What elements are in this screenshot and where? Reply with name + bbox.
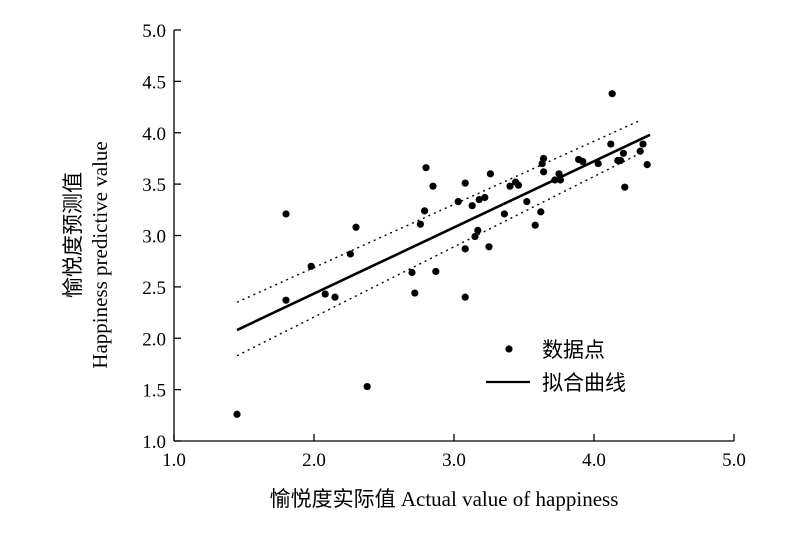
confidence-band-upper — [236, 119, 641, 303]
y-tick-label: 4.5 — [142, 72, 166, 93]
x-axis-title: 愉悦度实际值 Actual value of happiness — [270, 487, 619, 511]
data-point — [331, 293, 339, 301]
data-point — [500, 210, 508, 218]
data-point — [471, 232, 479, 241]
data-point — [523, 197, 531, 206]
fit-line — [236, 133, 651, 332]
x-tick-label: 4.0 — [582, 450, 606, 471]
data-point — [346, 250, 354, 258]
data-point — [621, 183, 629, 191]
y-tick-label: 4.0 — [142, 124, 166, 145]
data-point — [411, 289, 419, 297]
legend-marker-points — [505, 345, 513, 353]
data-point — [636, 147, 644, 155]
data-point — [408, 268, 416, 277]
data-point — [617, 156, 625, 165]
data-point — [429, 182, 437, 190]
data-point — [421, 207, 429, 215]
data-point — [454, 197, 462, 206]
y-axis-title-en: Happiness predictive value — [88, 141, 112, 368]
data-point — [579, 157, 587, 166]
data-point — [461, 179, 469, 187]
data-point — [514, 181, 523, 189]
data-point — [307, 262, 315, 270]
data-point — [540, 154, 548, 163]
data-marks — [233, 90, 651, 418]
data-point — [352, 223, 360, 231]
legend: 数据点 拟合曲线 — [486, 338, 626, 395]
confidence-band-lower — [236, 152, 641, 357]
data-point — [416, 220, 424, 228]
data-point — [461, 245, 469, 253]
data-point — [608, 90, 616, 98]
data-point — [481, 193, 489, 202]
data-point — [422, 164, 430, 172]
data-point — [321, 290, 329, 298]
y-tick-label: 3.0 — [142, 227, 166, 248]
data-point — [485, 243, 493, 251]
y-axis-title-cn: 愉悦度预测值 — [61, 172, 85, 298]
data-point — [607, 140, 615, 148]
axes — [173, 29, 735, 442]
data-point — [643, 161, 651, 169]
data-point — [468, 202, 476, 210]
data-point — [475, 195, 483, 204]
x-tick-label: 3.0 — [442, 450, 466, 471]
y-tick-label: 3.5 — [142, 175, 166, 196]
data-point — [282, 296, 290, 304]
y-tick-label: 2.5 — [142, 278, 166, 299]
data-point — [531, 221, 539, 229]
data-point — [537, 208, 545, 216]
y-tick-label: 5.0 — [142, 21, 166, 42]
data-point — [486, 170, 494, 178]
data-point — [540, 168, 548, 176]
legend-label-points: 数据点 — [542, 338, 605, 362]
y-tick-label: 1.5 — [142, 381, 166, 402]
data-point — [233, 410, 241, 418]
data-point — [594, 159, 602, 168]
legend-label-fit-line: 拟合曲线 — [542, 371, 626, 395]
y-tick-label: 2.0 — [142, 329, 166, 350]
x-tick-label: 2.0 — [302, 450, 326, 471]
tick-labels: 1.0 2.0 3.0 4.0 5.0 1.0 1.5 2.0 2.5 3.0 3.5 4.0 4.5 5… — [142, 21, 746, 471]
data-point — [432, 267, 440, 276]
data-point — [363, 382, 371, 391]
data-point — [474, 226, 482, 234]
x-tick-label: 5.0 — [722, 450, 746, 471]
y-tick-label: 1.0 — [142, 432, 166, 453]
data-point — [506, 182, 514, 190]
data-point — [282, 210, 290, 218]
x-tick-label: 1.0 — [162, 450, 186, 471]
data-point — [639, 140, 647, 148]
data-point — [461, 293, 469, 301]
data-point — [619, 149, 628, 157]
